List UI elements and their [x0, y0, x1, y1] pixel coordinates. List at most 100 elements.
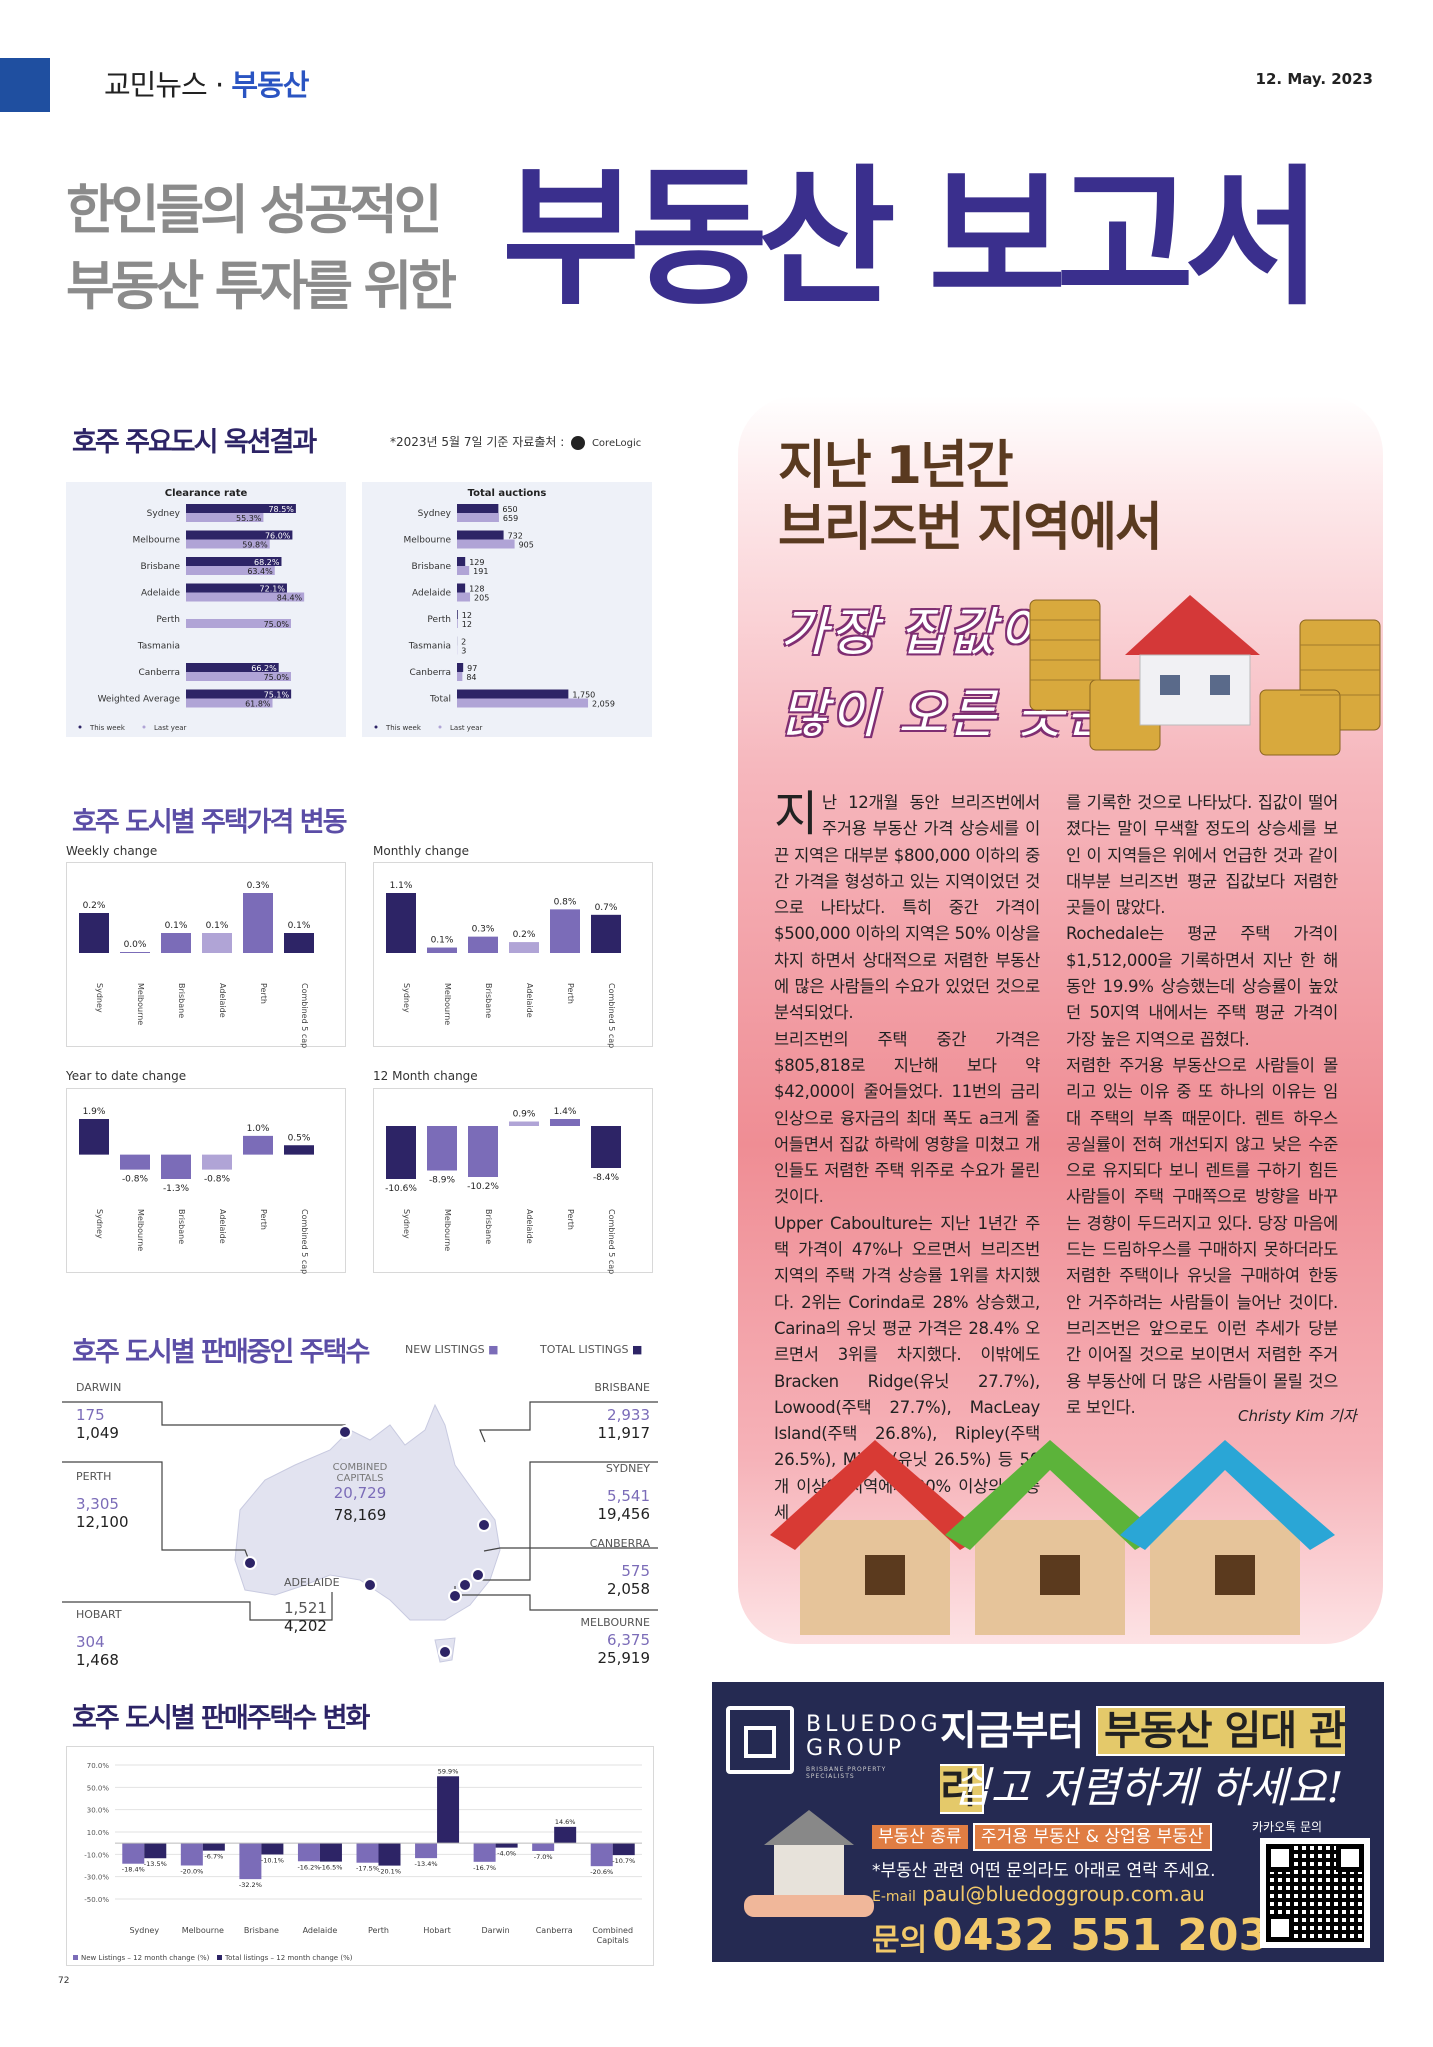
- article-column-2: 를 기록한 것으로 나타났다. 집값이 떨어졌다는 말이 무색할 정도의 상승세…: [1066, 793, 1338, 1417]
- legend-total-text: TOTAL LISTINGS: [540, 1343, 629, 1356]
- source-name: CoreLogic: [591, 438, 642, 449]
- city-name: BRISBANE: [594, 1381, 650, 1394]
- city-label: Perth: [156, 615, 180, 625]
- category-label: Melbourne: [443, 983, 452, 1025]
- total-count: 4,202: [284, 1617, 327, 1635]
- total-auctions-panel: Total auctions Sydney 650 659 Melbourne 732 9…: [362, 482, 652, 737]
- bar-label-last-year: 84.4%: [277, 594, 303, 603]
- price-bar-label: 0.9%: [513, 1110, 536, 1120]
- bar-new-listings: [532, 1843, 555, 1851]
- legend-dot-this-week: [78, 725, 82, 729]
- qr-code-icon[interactable]: [1260, 1838, 1370, 1948]
- bar-new-listings-label: -13.4%: [415, 1860, 438, 1868]
- bar-label-last-year: 205: [474, 594, 489, 603]
- bar-last-year: [186, 513, 264, 522]
- bar-total-listings-label: -13.5%: [144, 1860, 167, 1868]
- ytd-title: Year to date change: [66, 1069, 187, 1083]
- city-name: MELBOURNE: [580, 1616, 650, 1629]
- clearance-panel: Clearance rate Sydney 78.5% 55.3% Melbourne…: [66, 482, 346, 737]
- bar-total-listings: [202, 1843, 225, 1851]
- category-label: Perth: [566, 1209, 575, 1230]
- city-label: Melbourne: [403, 536, 451, 546]
- bar-this-week: [186, 689, 292, 699]
- bar-last-year: [457, 592, 471, 602]
- price-bar-label: 0.2%: [513, 930, 536, 940]
- bar-last-year: [457, 513, 499, 522]
- city-name: CANBERRA: [589, 1537, 650, 1550]
- legend-last-year: Last year: [154, 724, 187, 732]
- section-name: 교민뉴스: [104, 68, 208, 102]
- bar-total-listings-label: -6.7%: [204, 1853, 223, 1861]
- bar-this-week: [186, 557, 282, 566]
- new-count: 575: [621, 1562, 650, 1580]
- combined-new: 20,729: [333, 1484, 387, 1502]
- price-bar: [468, 1126, 498, 1177]
- category-label: Sydney: [402, 983, 411, 1013]
- section-label: 교민뉴스 · 부동산: [104, 62, 309, 104]
- bar-new-listings-label: -20.6%: [590, 1868, 613, 1876]
- price-bar: [509, 1121, 539, 1126]
- total-count: 19,456: [597, 1505, 651, 1523]
- bar-this-week: [457, 504, 499, 513]
- australia-map: [62, 1401, 658, 1663]
- y-tick-label: -50.0%: [84, 1896, 109, 1904]
- price-bar-label: 0.1%: [431, 936, 454, 946]
- category-label: Melbourne: [136, 1209, 145, 1251]
- bar-new-listings-label: -20.0%: [180, 1868, 203, 1876]
- legend-new: New Listings – 12 month change (%): [81, 1954, 210, 1962]
- bar-new-listings: [590, 1843, 613, 1867]
- legend-total-listings: TOTAL LISTINGS ■: [540, 1343, 643, 1356]
- brand-tagline: BRISBANE PROPERTY SPECIALISTS: [806, 1766, 887, 1780]
- clearance-title: Clearance rate: [164, 488, 248, 499]
- price-bar: [386, 1126, 416, 1179]
- bar-label-this-week: 650: [502, 505, 517, 514]
- category-label: Combined: [592, 1926, 633, 1935]
- section-separator: ·: [214, 68, 224, 102]
- listing-brisbane: BRISBANE 2,933 11,917: [460, 1381, 650, 1442]
- price-bar-label: 0.3%: [472, 925, 495, 935]
- category-label: Perth: [259, 983, 268, 1004]
- bar-this-week: [457, 663, 464, 672]
- city-name: SYDNEY: [605, 1462, 650, 1475]
- bar-label-last-year: 55.3%: [236, 514, 262, 523]
- ad-line-1: 지금부터 부동산 임대 관리: [940, 1698, 1384, 1814]
- legend-swatch-total: [217, 1955, 222, 1960]
- category-label-2: Capitals: [597, 1936, 629, 1945]
- byline: Christy Kim 기자: [1238, 1407, 1357, 1425]
- bar-label-this-week: 78.5%: [268, 505, 294, 514]
- bar-last-year: [457, 566, 470, 575]
- bar-this-week: [457, 557, 466, 566]
- category-label: Adelaide: [218, 983, 227, 1018]
- listing-hobart: HOBART 304 1,468: [76, 1608, 276, 1669]
- bar-new-listings: [473, 1843, 496, 1862]
- y-tick-label: 70.0%: [87, 1762, 110, 1770]
- price-bar-label: 0.1%: [165, 921, 188, 931]
- issue-date: 12. May. 2023: [1255, 70, 1373, 88]
- listing-perth: PERTH 3,305 12,100: [76, 1470, 276, 1531]
- city-label: Tasmania: [137, 642, 180, 652]
- y-tick-label: 30.0%: [87, 1807, 110, 1815]
- bar-label-this-week: 129: [469, 558, 484, 567]
- price-bar-label: 0.5%: [288, 1133, 311, 1143]
- category-label: Sydney: [95, 983, 104, 1013]
- property-type-label: 부동산 종류: [872, 1825, 968, 1849]
- city-label: Adelaide: [141, 589, 180, 599]
- bar-label-this-week: 128: [469, 585, 484, 594]
- listing-sydney: SYDNEY 5,541 19,456: [460, 1462, 651, 1523]
- email-link[interactable]: paul@bluedoggroup.com.au: [922, 1882, 1205, 1906]
- city-name: DARWIN: [76, 1381, 122, 1394]
- coins-house-illustration: [1029, 595, 1381, 756]
- phone-number[interactable]: 0432 551 203: [932, 1910, 1270, 1961]
- new-count: 1,521: [284, 1599, 327, 1617]
- bar-total-listings: [261, 1843, 284, 1855]
- category-label: Sydney: [95, 1209, 104, 1239]
- bar-label-this-week: 2: [461, 638, 466, 647]
- bar-label-last-year: 905: [519, 541, 534, 550]
- price-bar: [202, 1154, 232, 1170]
- bar-label-this-week: 75.1%: [264, 691, 290, 700]
- bar-total-listings: [319, 1843, 342, 1862]
- y-tick-label: -10.0%: [84, 1851, 109, 1859]
- legend-total: Total listings – 12 month change (%): [224, 1954, 353, 1962]
- price-bar: [120, 952, 150, 953]
